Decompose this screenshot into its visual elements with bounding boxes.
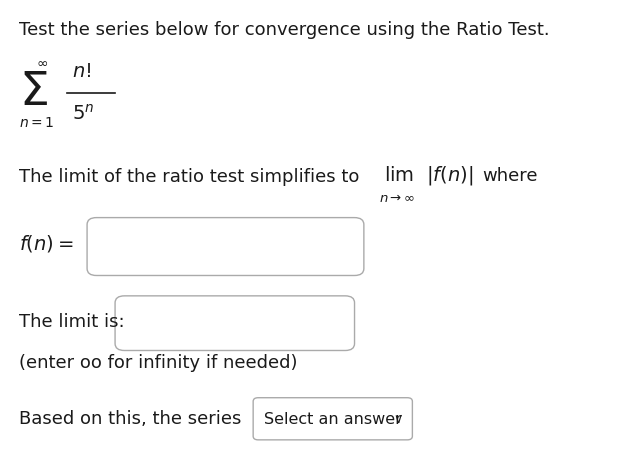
Text: $5^n$: $5^n$ [72,103,94,124]
Text: ∨: ∨ [393,413,402,425]
Text: The limit of the ratio test simplifies to: The limit of the ratio test simplifies t… [19,168,359,186]
Text: where: where [482,167,537,185]
Text: $n=1$: $n=1$ [19,116,54,130]
FancyBboxPatch shape [115,296,355,350]
Text: $f(n) =$: $f(n) =$ [19,232,73,254]
Text: $\mathrm{lim}$: $\mathrm{lim}$ [384,166,414,186]
FancyBboxPatch shape [253,398,412,440]
Text: $\infty$: $\infty$ [36,56,48,69]
Text: (enter oo for infinity if needed): (enter oo for infinity if needed) [19,355,297,372]
FancyBboxPatch shape [87,218,364,275]
Text: Based on this, the series: Based on this, the series [19,410,241,428]
Text: Test the series below for convergence using the Ratio Test.: Test the series below for convergence us… [19,21,549,39]
Text: Select an answer: Select an answer [264,412,402,426]
Text: $n!$: $n!$ [72,62,91,81]
Text: $|f(n)|$: $|f(n)|$ [426,164,473,188]
Text: $\Sigma$: $\Sigma$ [19,70,47,115]
Text: The limit is:: The limit is: [19,313,124,331]
Text: $n \to \infty$: $n \to \infty$ [379,192,415,205]
